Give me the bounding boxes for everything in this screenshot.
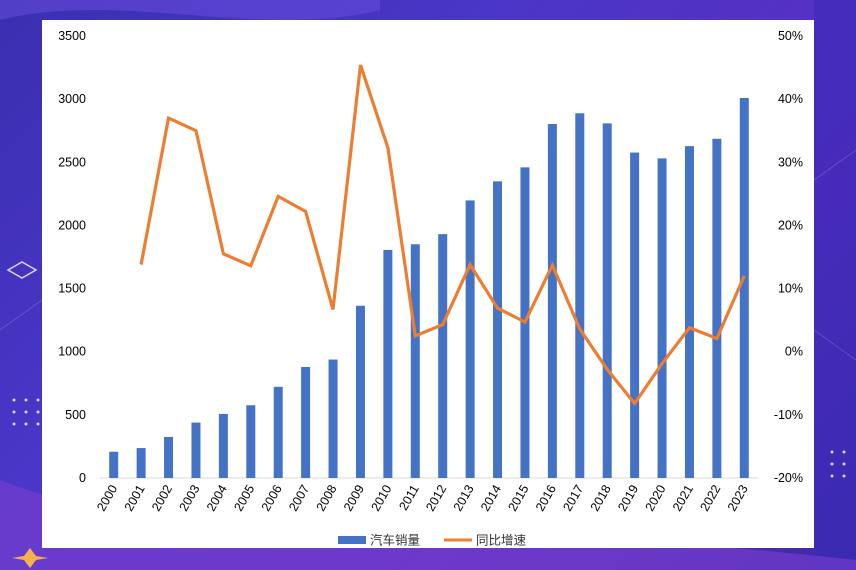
chart: 0 500 1000 1500 2000 2500 3000 3500 -20% -10% 0% 1… bbox=[58, 29, 803, 548]
bar bbox=[575, 113, 585, 478]
x-axis-tick-label: 2008 bbox=[314, 482, 340, 513]
line-series bbox=[139, 64, 746, 407]
bar bbox=[410, 244, 420, 478]
bar bbox=[246, 405, 256, 478]
legend-label-bar: 汽车销量 bbox=[370, 533, 420, 548]
bar bbox=[355, 305, 365, 478]
x-axis-tick-label: 2013 bbox=[451, 482, 477, 513]
x-axis-tick-label: 2015 bbox=[506, 482, 532, 513]
left-axis-tick-label: 1500 bbox=[58, 282, 86, 296]
bar bbox=[712, 138, 722, 478]
right-axis-tick-label: 30% bbox=[778, 155, 803, 169]
x-axis-tick-label: 2022 bbox=[697, 482, 723, 513]
bar bbox=[547, 124, 557, 478]
right-axis-tick-label: 40% bbox=[778, 92, 803, 106]
right-axis-tick-label: -20% bbox=[774, 471, 803, 485]
bar bbox=[273, 386, 283, 478]
x-axis-tick-label: 2001 bbox=[122, 482, 148, 513]
bar bbox=[164, 436, 174, 478]
bar bbox=[191, 422, 201, 478]
x-axis-tick-label: 2010 bbox=[368, 482, 394, 513]
right-axis-tick-label: 50% bbox=[778, 29, 803, 43]
bar bbox=[328, 359, 338, 478]
x-axis-tick-label: 2014 bbox=[478, 482, 504, 513]
x-axis-tick-label: 2005 bbox=[231, 482, 257, 513]
x-axis-tick-label: 2023 bbox=[725, 482, 751, 513]
bg-wave-top bbox=[0, 0, 380, 20]
x-axis-tick-label: 2011 bbox=[396, 482, 422, 512]
chart-card: 0 500 1000 1500 2000 2500 3000 3500 -20% -10% 0% 1… bbox=[42, 20, 814, 548]
bar bbox=[218, 413, 228, 478]
bar bbox=[136, 448, 146, 478]
bg-dots-right bbox=[830, 450, 846, 478]
bar bbox=[301, 366, 311, 478]
bar bbox=[438, 234, 448, 478]
bar bbox=[465, 200, 475, 478]
left-axis-tick-label: 0 bbox=[79, 471, 86, 485]
legend-swatch-bar bbox=[338, 536, 366, 544]
legend: 汽车销量 同比增速 bbox=[338, 533, 527, 548]
bar bbox=[630, 152, 640, 479]
bar-series bbox=[109, 98, 749, 479]
x-axis-tick-label: 2021 bbox=[670, 482, 696, 513]
x-axis-tick-label: 2016 bbox=[533, 482, 559, 513]
bg-dots-left bbox=[12, 398, 40, 426]
bg-star-bottom-left bbox=[12, 548, 48, 568]
x-axis-tick-label: 2012 bbox=[423, 482, 449, 513]
x-axis-tick-label: 2017 bbox=[560, 482, 586, 513]
right-axis-tick-label: -10% bbox=[774, 408, 803, 422]
growth-line bbox=[139, 64, 746, 407]
x-axis-tick-label: 2003 bbox=[177, 482, 203, 513]
bar bbox=[602, 123, 612, 479]
x-axis-tick-label: 2018 bbox=[588, 482, 614, 513]
left-axis-tick-label: 1000 bbox=[58, 345, 86, 359]
right-axis-tick-label: 0% bbox=[785, 345, 803, 359]
bg-diamond-left bbox=[6, 261, 38, 279]
x-axis-tick-label: 2007 bbox=[286, 482, 312, 513]
bar bbox=[657, 158, 667, 478]
x-axis-tick-label: 2000 bbox=[94, 482, 120, 513]
left-axis-tick-label: 3000 bbox=[58, 92, 86, 106]
left-axis-tick-label: 2000 bbox=[58, 218, 86, 232]
x-axis-ticks: 2000 2001 2002 2003 2004 2005 2006 2007 2008 2009… bbox=[94, 482, 751, 513]
left-axis-tick-label: 3500 bbox=[58, 29, 86, 43]
bar bbox=[383, 249, 393, 478]
bar bbox=[739, 98, 749, 478]
bar bbox=[684, 146, 694, 478]
right-axis-tick-label: 20% bbox=[778, 218, 803, 232]
bar bbox=[109, 451, 119, 478]
left-axis-ticks: 0 500 1000 1500 2000 2500 3000 3500 bbox=[58, 29, 86, 485]
x-axis-tick-label: 2002 bbox=[149, 482, 175, 513]
left-axis-tick-label: 2500 bbox=[58, 155, 86, 169]
right-axis-ticks: -20% -10% 0% 10% 20% 30% 40% 50% bbox=[774, 29, 803, 485]
legend-label-line: 同比增速 bbox=[476, 533, 527, 548]
right-axis-tick-label: 10% bbox=[778, 282, 803, 296]
x-axis-tick-label: 2009 bbox=[341, 482, 367, 513]
bg-lines bbox=[0, 149, 856, 361]
x-axis-tick-label: 2006 bbox=[259, 482, 285, 513]
x-axis-tick-label: 2019 bbox=[615, 482, 641, 513]
x-axis-tick-label: 2020 bbox=[643, 482, 669, 513]
bar bbox=[493, 181, 503, 478]
x-axis-tick-label: 2004 bbox=[204, 482, 230, 513]
left-axis-tick-label: 500 bbox=[65, 408, 86, 422]
bg-wave-right bbox=[814, 0, 856, 570]
